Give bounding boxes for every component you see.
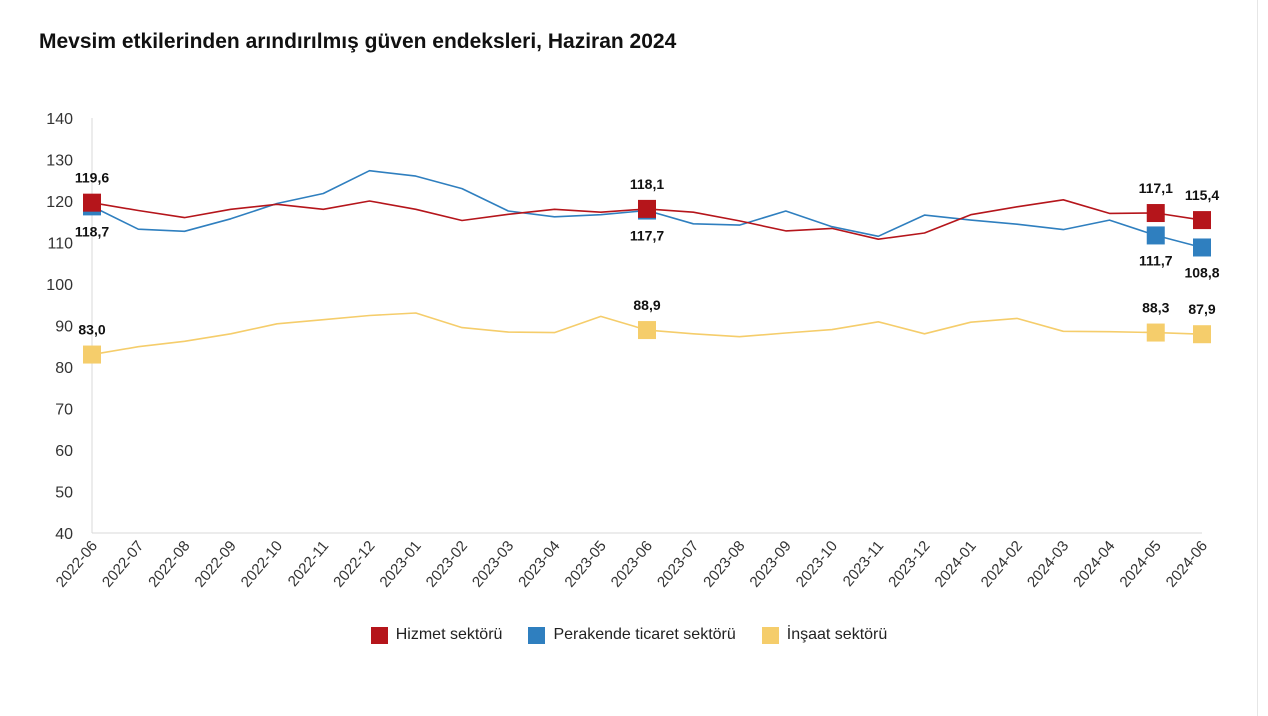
data-label-insaat: 88,9: [633, 297, 660, 313]
x-tick-label: 2023-03: [469, 538, 517, 591]
data-point-hizmet: [1146, 204, 1165, 223]
legend-swatch-perakende: [528, 626, 546, 644]
x-tick-label: 2023-10: [793, 538, 841, 591]
data-label-hizmet: 117,1: [1139, 180, 1173, 196]
y-tick-label: 40: [55, 526, 73, 543]
data-point-hizmet: [638, 199, 656, 218]
y-tick-label: 90: [55, 319, 73, 336]
x-tick-label: 2022-12: [330, 538, 378, 591]
x-tick-label: 2023-06: [608, 538, 656, 591]
x-tick-label: 2024-05: [1116, 538, 1164, 591]
legend-item-perakende[interactable]: Perakende ticaret sektörü: [528, 626, 736, 644]
x-tick-label: 2022-07: [99, 538, 147, 591]
data-label-perakende: 108,8: [1184, 264, 1219, 280]
y-tick-label: 130: [46, 153, 73, 170]
y-tick-label: 110: [47, 236, 73, 253]
y-tick-label: 140: [46, 111, 73, 128]
legend: Hizmet sektörü Perakende ticaret sektörü…: [0, 626, 1268, 644]
legend-item-hizmet[interactable]: Hizmet sektörü: [370, 626, 503, 644]
x-tick-label: 2024-04: [1070, 538, 1118, 591]
y-tick-label: 120: [46, 194, 73, 211]
data-label-hizmet: 119,6: [75, 170, 109, 186]
x-tick-label: 2022-08: [145, 538, 193, 591]
legend-swatch-hizmet: [370, 626, 388, 644]
x-tick-label: 2022-10: [238, 538, 286, 591]
data-label-insaat: 87,9: [1188, 301, 1215, 317]
x-tick-label: 2022-09: [191, 538, 239, 591]
x-tick-label: 2024-02: [978, 538, 1026, 591]
y-tick-label: 70: [55, 402, 73, 419]
legend-label-insaat: İnşaat sektörü: [786, 626, 888, 643]
x-tick-label: 2023-05: [561, 538, 609, 591]
y-tick-label: 50: [55, 485, 73, 502]
x-tick-label: 2022-06: [53, 538, 101, 591]
data-label-hizmet: 118,1: [630, 176, 664, 192]
y-tick-label: 80: [55, 360, 73, 377]
legend-label-perakende: Perakende ticaret sektörü: [553, 626, 736, 643]
data-point-perakende: [1146, 226, 1165, 245]
data-point-hizmet: [1193, 211, 1211, 230]
data-point-insaat: [638, 321, 656, 340]
x-tick-label: 2024-01: [931, 538, 979, 591]
data-point-insaat: [1193, 325, 1211, 344]
data-point-insaat: [1146, 323, 1165, 342]
chart-title: Mevsim etkilerinden arındırılmış güven e…: [39, 30, 677, 53]
data-label-hizmet: 115,4: [1185, 187, 1219, 203]
x-tick-label: 2023-01: [376, 538, 424, 591]
data-label-perakende: 117,7: [630, 228, 664, 244]
data-label-perakende: 118,7: [75, 223, 109, 239]
y-tick-label: 60: [55, 443, 73, 460]
x-tick-label: 2023-11: [840, 538, 888, 590]
x-tick-label: 2023-04: [515, 538, 563, 591]
y-tick-label: 100: [46, 277, 73, 294]
x-tick-label: 2023-09: [746, 538, 794, 591]
x-tick-label: 2024-06: [1163, 538, 1211, 591]
data-point-perakende: [1193, 238, 1211, 257]
data-point-hizmet: [83, 193, 101, 212]
x-tick-label: 2022-11: [285, 538, 333, 590]
x-tick-label: 2023-08: [700, 538, 748, 591]
x-tick-label: 2023-07: [654, 538, 702, 591]
frame-divider: [1257, 0, 1258, 716]
x-tick-label: 2023-12: [885, 538, 933, 591]
data-label-insaat: 83,0: [78, 322, 105, 338]
legend-label-hizmet: Hizmet sektörü: [395, 626, 503, 643]
x-tick-label: 2023-02: [423, 538, 471, 591]
legend-swatch-insaat: [761, 626, 779, 644]
data-label-insaat: 88,3: [1142, 300, 1169, 316]
data-point-insaat: [83, 345, 101, 364]
x-tick-label: 2024-03: [1024, 538, 1072, 591]
legend-item-insaat[interactable]: İnşaat sektörü: [761, 626, 888, 644]
data-label-perakende: 111,7: [1139, 252, 1173, 268]
